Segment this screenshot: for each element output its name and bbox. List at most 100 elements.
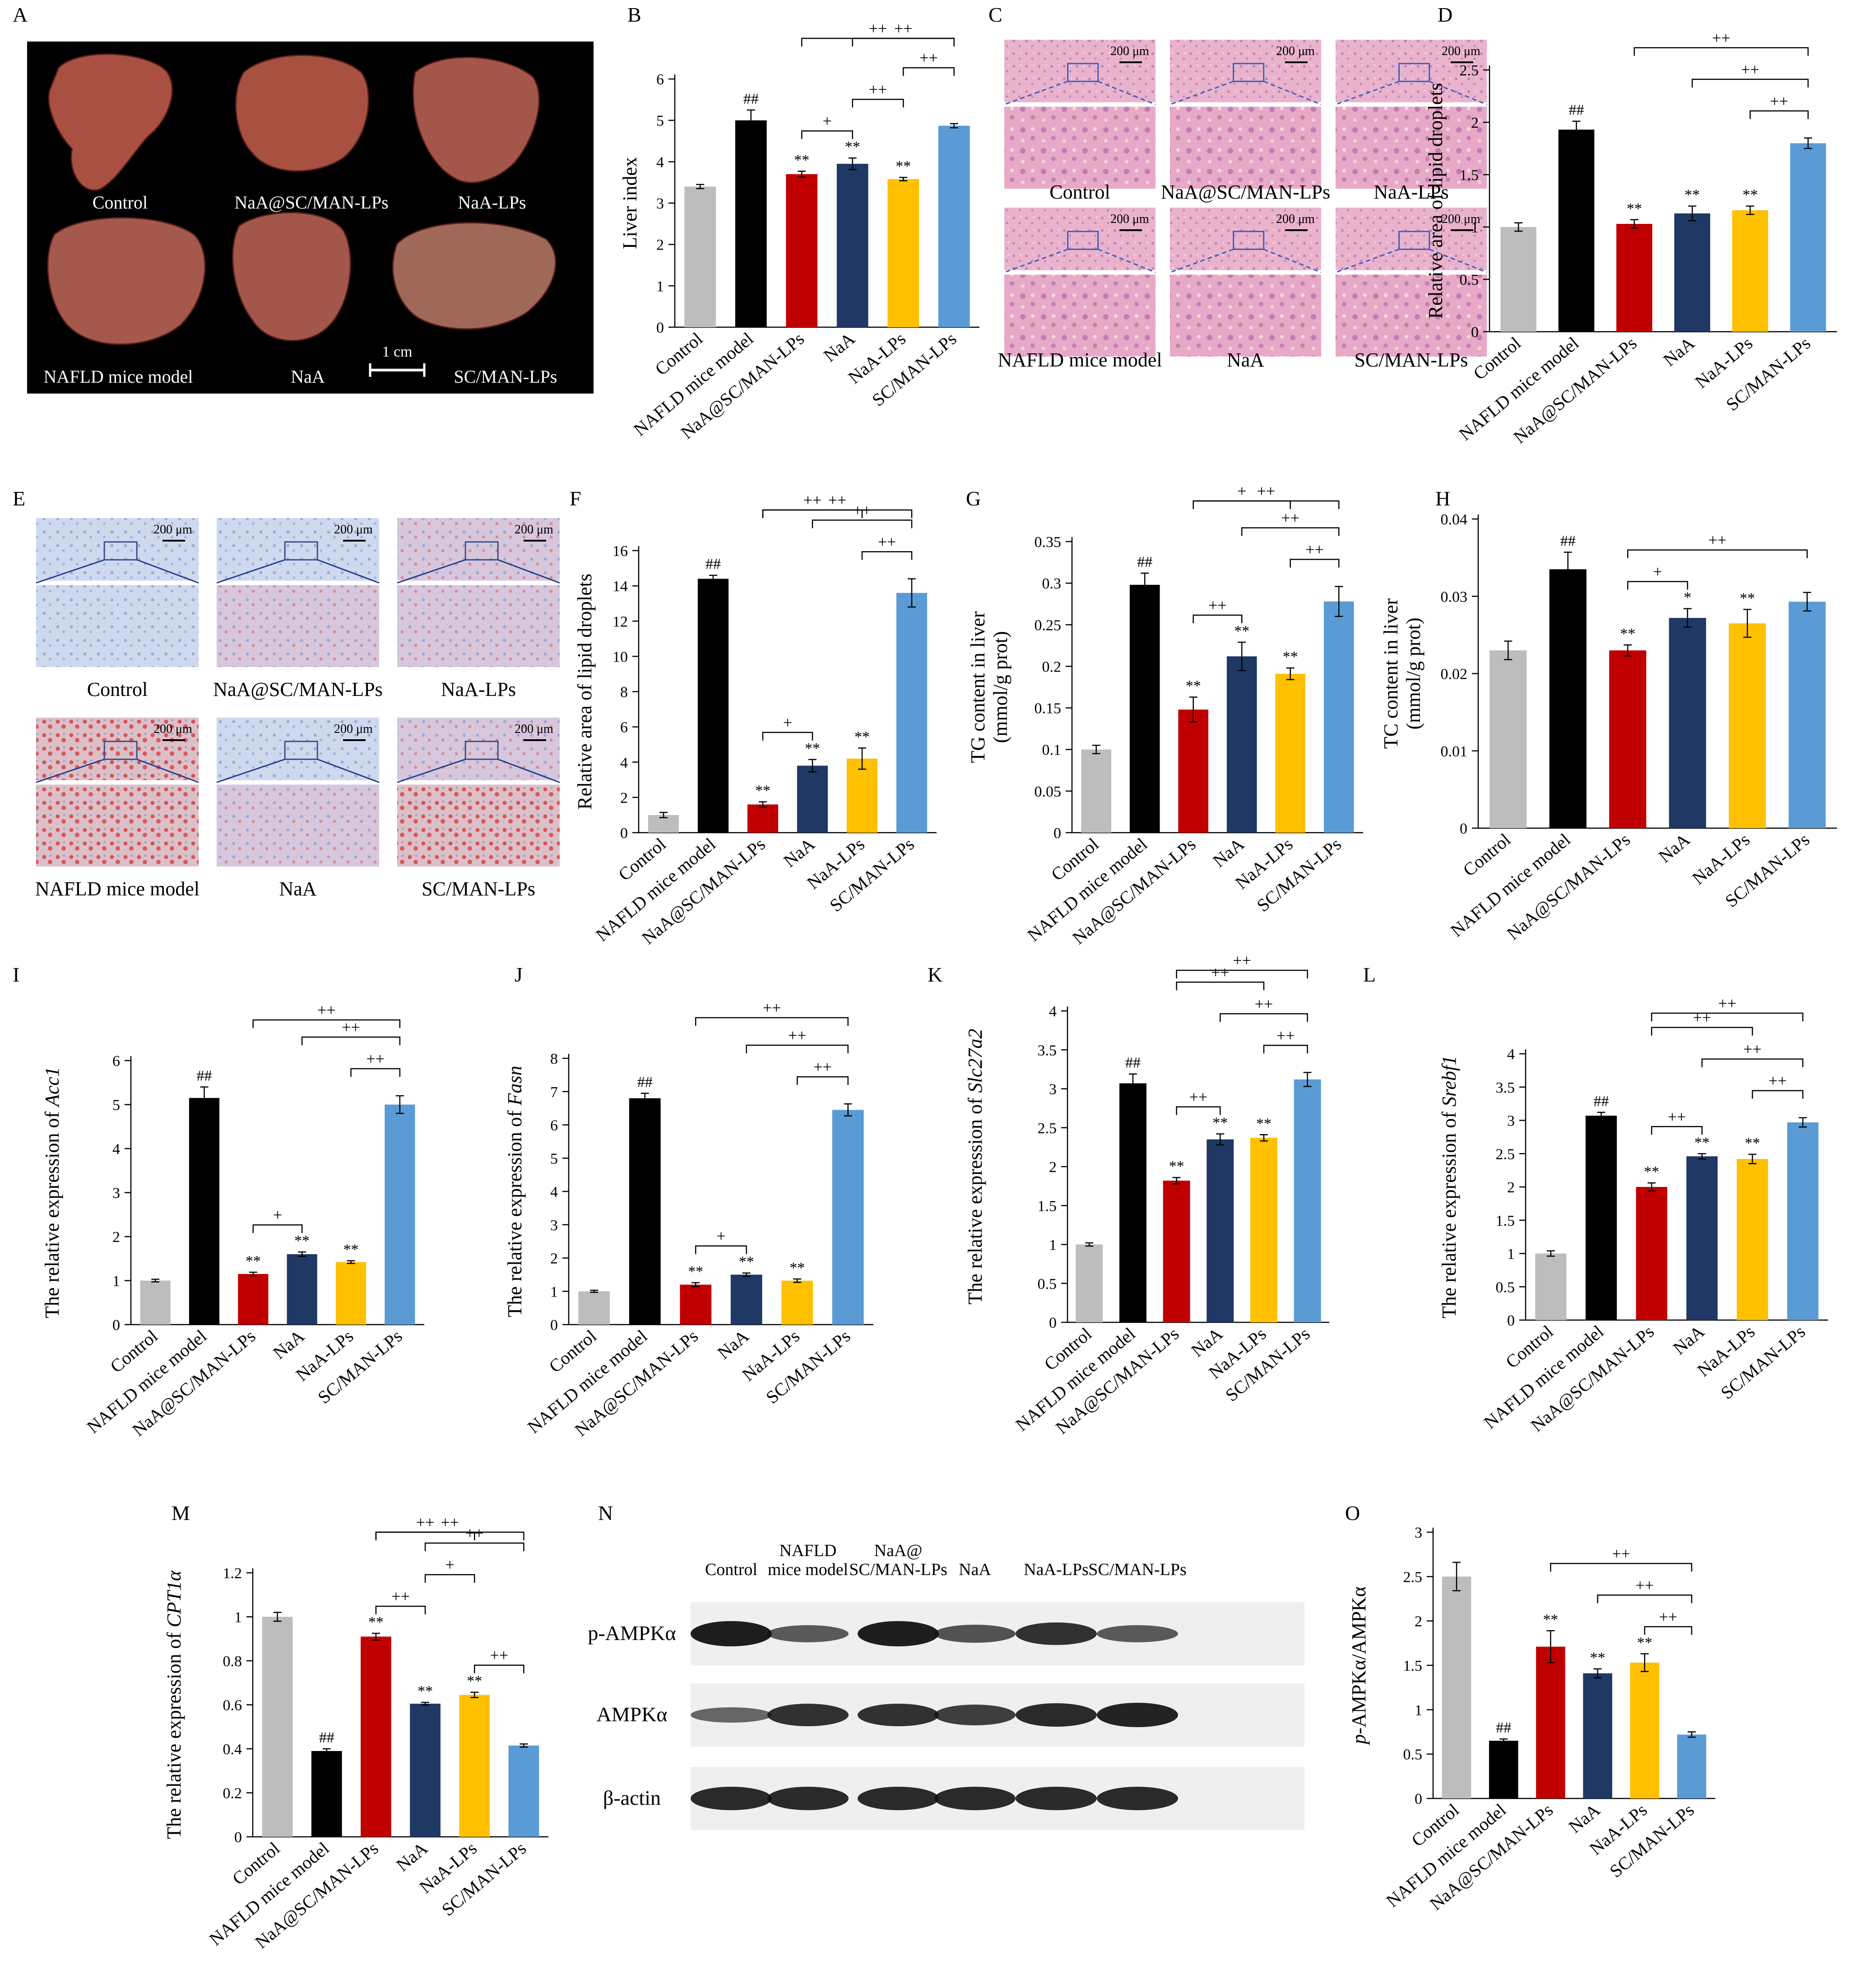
significance-mark: ** [1694, 1134, 1710, 1151]
x-tick-label: SC/MAN-LPs [314, 1325, 406, 1408]
bar-sc-man-lps [1677, 1734, 1707, 1798]
significance-bracket [1241, 527, 1340, 536]
y-tick-label: 2.5 [1496, 1146, 1515, 1163]
y-tick-label: 1.5 [1460, 167, 1479, 184]
bar-naa [1669, 618, 1706, 828]
chart-panel-o: O00.511.522.53p-AMPKα/AMPKαControl##NAFL… [1345, 1501, 1715, 1914]
y-tick-label: 3 [112, 1185, 120, 1202]
bar-naa-sc-man-lps [786, 174, 818, 327]
y-tick-label: 1 [656, 278, 664, 295]
significance-bracket [1220, 1013, 1308, 1022]
significance-mark: ## [197, 1068, 212, 1084]
bracket-label: ++ [342, 1018, 360, 1036]
micrograph-overview [36, 518, 199, 581]
bar-naa-sc-man-lps [680, 1284, 712, 1325]
x-tick-label: NaA [1209, 834, 1248, 871]
photo-label-control: Control [93, 192, 148, 213]
zoom-box [284, 541, 318, 561]
significance-bracket [1627, 549, 1808, 558]
y-tick-label: 4 [112, 1141, 120, 1158]
significance-mark: ** [1169, 1158, 1184, 1175]
bar-naa-sc-man-lps [1609, 650, 1647, 828]
significance-bracket [375, 1605, 426, 1615]
bar-naa-lps [846, 758, 878, 833]
bar-naa-lps [1250, 1138, 1277, 1322]
zoom-box [284, 741, 318, 760]
blot-band [1097, 1703, 1178, 1727]
y-tick-label: 0.5 [1460, 272, 1479, 288]
blot-lane-label: SC/MAN-LPs [849, 1560, 947, 1579]
y-tick-label: 3.5 [1038, 1042, 1057, 1059]
significance-mark: ** [1644, 1163, 1659, 1180]
significance-bracket [1651, 1012, 1804, 1021]
y-tick-label: 4 [1507, 1046, 1515, 1063]
y-tick-label: 0.02 [1441, 666, 1468, 683]
y-tick-label: 2 [1049, 1159, 1057, 1176]
x-tick-label: NaA [392, 1838, 432, 1875]
y-tick-label: 0 [1053, 825, 1061, 842]
micrograph-overview [1336, 208, 1487, 270]
significance-bracket [1633, 47, 1809, 56]
significance-bracket [797, 1076, 849, 1085]
micrograph-label: NaA@SC/MAN-LPs [1161, 181, 1330, 203]
y-tick-label: 2.5 [1038, 1120, 1057, 1137]
y-tick-label: 5 [656, 113, 664, 130]
y-tick-label: 16 [612, 543, 628, 560]
bar-naa-lps [887, 179, 919, 327]
bracket-label: ++ [1276, 1026, 1295, 1044]
panel-letter-d: D [1438, 3, 1452, 26]
significance-mark: ** [739, 1254, 754, 1270]
y-tick-label: 0.04 [1441, 511, 1468, 528]
bar-control [578, 1291, 610, 1325]
significance-bracket [762, 732, 813, 741]
micrograph-overview [1170, 40, 1321, 102]
bar-sc-man-lps [1788, 602, 1826, 828]
bracket-label: ++ [869, 19, 887, 37]
y-tick-label: 0 [1507, 1312, 1515, 1329]
bracket-label: ++ [1659, 1608, 1678, 1626]
bracket-label: ++ [878, 533, 896, 551]
zoom-guide-line [1169, 248, 1234, 273]
y-tick-label: 4 [620, 755, 628, 771]
scale-label: 200 μm [1276, 44, 1315, 58]
y-tick-label: 0 [550, 1317, 558, 1334]
bar-sc-man-lps [508, 1745, 539, 1837]
bar-naa-lps [335, 1262, 367, 1325]
significance-mark: ** [789, 1260, 805, 1276]
blot-band [691, 1707, 772, 1723]
micrograph-label: NaA-LPs [1373, 181, 1448, 203]
y-tick-label: 1.2 [223, 1565, 242, 1582]
y-axis-label: The relative expression of Slc27a2 [964, 1029, 986, 1305]
y-tick-label: 0.2 [1042, 658, 1062, 675]
photo-label-naa: NaA [291, 366, 325, 387]
bar-nafld-mice-model [1585, 1116, 1617, 1320]
significance-bracket [1691, 79, 1809, 88]
y-tick-label: 0.2 [223, 1785, 242, 1802]
micrograph-overview [1004, 208, 1155, 270]
photo-label-naa-sc-man-lps: NaA@SC/MAN-LPs [234, 192, 388, 213]
significance-bracket [762, 509, 913, 518]
blot-lane-label: NaA@ [874, 1541, 923, 1560]
bar-control [1442, 1576, 1471, 1798]
zoom-box [103, 741, 138, 760]
zoom-guide-line [1169, 80, 1234, 105]
bracket-label: + [273, 1206, 282, 1224]
zoom-guide-line [317, 758, 380, 783]
significance-bracket [1176, 982, 1265, 991]
bar-nafld-mice-model [1129, 584, 1160, 833]
panel-letter-l: L [1363, 963, 1376, 986]
y-axis-label: The relative expression of Fasn [504, 1066, 526, 1317]
y-tick-label: 2 [1415, 1613, 1422, 1630]
y-tick-label: 3 [656, 195, 664, 212]
significance-bracket [1752, 1090, 1804, 1099]
bar-naa-lps [1732, 210, 1768, 332]
bracket-label: + [445, 1556, 455, 1574]
y-tick-label: 2 [620, 790, 628, 806]
x-tick-label: SC/MAN-LPs [438, 1838, 530, 1920]
bar-naa-sc-man-lps [1178, 709, 1209, 833]
blot-band [1016, 1703, 1097, 1727]
bracket-label: ++ [828, 491, 847, 509]
bar-sc-man-lps [1787, 1122, 1819, 1320]
micrograph-label: NAFLD mice model [35, 878, 200, 900]
bar-sc-man-lps [1790, 143, 1826, 332]
